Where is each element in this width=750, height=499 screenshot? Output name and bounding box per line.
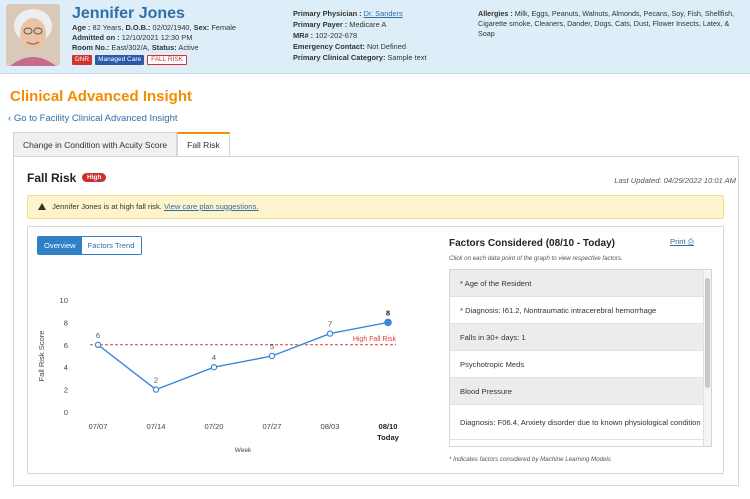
threshold-label: High Fall Risk [353, 336, 397, 343]
data-point-07-20[interactable] [210, 363, 218, 371]
factor-list-scrollbar[interactable] [703, 270, 711, 446]
factors-subtitle: Click on each data point of the graph to… [449, 255, 623, 262]
scrollbar-thumb[interactable] [705, 278, 710, 388]
x-tick-label: 08/10 [378, 422, 397, 431]
y-tick-label: 6 [64, 341, 68, 350]
tab-fall-risk[interactable]: Fall Risk [177, 132, 230, 156]
factor-item: * Diagnosis: I61.2, Nontraumatic intrace… [450, 297, 711, 324]
factor-item: Diagnosis: F06.4, Anxiety disorder due t… [450, 405, 711, 440]
fall-risk-alert: Jennifer Jones is at high fall risk. Vie… [27, 195, 724, 219]
patient-name: Jennifer Jones [72, 5, 185, 22]
x-tick-label: 07/07 [88, 422, 107, 431]
risk-level-badge: High [82, 173, 107, 182]
data-point-07-07[interactable] [94, 341, 102, 349]
data-label: 6 [96, 331, 100, 340]
data-point-08-03[interactable] [326, 330, 334, 337]
fall-risk-chart: Fall Risk Score 0 2 4 6 8 10 High Fall Risk 6 2 4 5… [37, 296, 400, 454]
series-line [97, 321, 389, 391]
medical-record-number: MR# : 102-202-678 [293, 31, 358, 40]
care-plan-link[interactable]: View care plan suggestions. [164, 202, 259, 211]
x-tick-label: 08/03 [320, 422, 339, 431]
emergency-contact: Emergency Contact: Not Defined [293, 42, 406, 51]
x-tick-sublabel: Today [377, 433, 400, 442]
allergies: Allergies : Milk, Eggs, Peanuts, Walnuts… [478, 9, 735, 38]
patient-room-status: Room No.: East/302/A, Status: Active [72, 43, 199, 52]
view-toggle: Overview Factors Trend [37, 236, 142, 255]
tab-bar: Change in Condition with Acuity Score Fa… [13, 132, 230, 156]
y-tick-label: 0 [64, 408, 68, 417]
factor-item: Falls in 30+ days: 1 [450, 324, 711, 351]
primary-physician: Primary Physician : Dr. Sanders [293, 9, 403, 18]
factors-title: Factors Considered (08/10 - Today) [449, 238, 615, 249]
dnr-badge: DNR [72, 55, 93, 65]
page-title: Clinical Advanced Insight [10, 88, 192, 105]
data-point-07-27[interactable] [268, 352, 276, 360]
print-button[interactable]: Print ⎙ [670, 237, 694, 246]
data-point-07-14[interactable] [152, 386, 160, 393]
data-label: 2 [154, 376, 158, 385]
clinical-category: Primary Clinical Category: Sample text [293, 53, 427, 62]
fall-risk-title: Fall Risk [27, 171, 77, 185]
fall-risk-badge: FALL RISK [147, 55, 188, 65]
y-tick-label: 2 [64, 386, 68, 395]
managed-care-badge: Managed Care [95, 55, 145, 65]
factors-footnote: * Indicates factors considered by Machin… [449, 456, 611, 463]
patient-avatar [6, 4, 60, 66]
patient-header: Jennifer Jones Age : 82 Years, D.O.B.: 0… [0, 0, 750, 74]
factor-item: * Age of the Resident [450, 270, 711, 297]
y-tick-label: 10 [60, 296, 68, 305]
back-to-facility-link[interactable]: ‹ Go to Facility Clinical Advanced Insig… [8, 113, 178, 124]
data-label: 4 [212, 353, 216, 362]
printer-icon: ⎙ [687, 237, 694, 246]
x-tick-label: 07/20 [204, 422, 223, 431]
fall-risk-card [27, 226, 724, 474]
x-tick-label: 07/14 [146, 422, 165, 431]
data-label: 5 [270, 342, 274, 351]
patient-admission: Admitted on : 12/10/2021 12:30 PM [72, 33, 193, 42]
primary-payer: Primary Payer : Medicare A [293, 20, 387, 29]
y-tick-label: 4 [64, 363, 68, 372]
y-axis-label: Fall Risk Score [37, 330, 46, 381]
x-tick-label: 07/27 [262, 422, 281, 431]
chevron-left-icon: ‹ [8, 113, 12, 124]
factor-list: * Age of the Resident * Diagnosis: I61.2… [449, 269, 712, 447]
factors-trend-toggle-button[interactable]: Factors Trend [81, 237, 141, 254]
patient-demographics: Age : 82 Years, D.O.B.: 02/02/1940, Sex:… [72, 23, 236, 32]
factor-item: Psychotropic Meds [450, 351, 711, 378]
data-label: 7 [328, 320, 332, 329]
data-label: 8 [386, 308, 390, 317]
overview-toggle-button[interactable]: Overview [38, 237, 82, 254]
tab-change-in-condition[interactable]: Change in Condition with Acuity Score [13, 132, 178, 156]
warning-icon [38, 203, 46, 210]
x-axis-label: Week [235, 447, 252, 454]
factor-item: Blood Pressure [450, 378, 711, 405]
data-point-08-10[interactable] [384, 318, 392, 327]
last-updated: Last Updated: 04/29/2022 10:01 AM [614, 176, 736, 185]
y-tick-label: 8 [64, 318, 68, 327]
physician-link[interactable]: Dr. Sanders [363, 9, 403, 18]
